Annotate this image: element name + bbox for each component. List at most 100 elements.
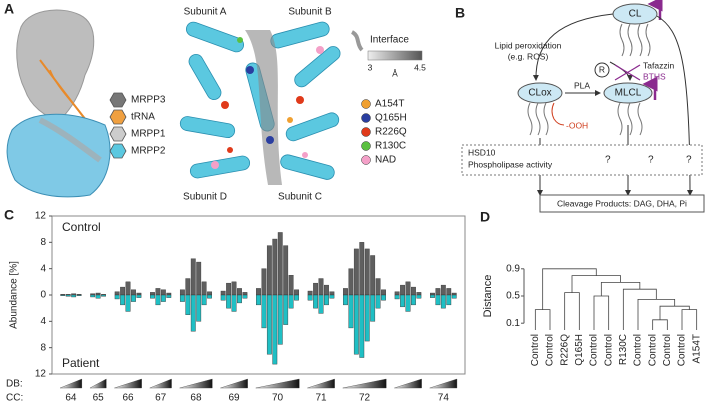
pathway-label: Lipid peroxidation [495, 40, 562, 50]
bar [150, 292, 155, 296]
db-wedge [149, 378, 172, 389]
bar [440, 294, 446, 309]
enzyme-label: Tafazzin [643, 60, 674, 70]
bar [370, 294, 376, 322]
panel-label: B [455, 5, 465, 21]
bar [353, 294, 359, 355]
dendrogram-link [652, 319, 668, 330]
leaf-label: Control [530, 334, 541, 366]
bar [101, 294, 106, 297]
bar [160, 289, 166, 296]
mutation-label: Q165H [375, 113, 407, 124]
y-tick-label: 0 [40, 290, 46, 301]
bar [256, 288, 261, 296]
mutation-label: R130C [375, 141, 406, 152]
x-tick-label: 67 [155, 393, 167, 404]
bar [288, 294, 294, 309]
series-label: Control [62, 220, 101, 234]
dendrogram-link [593, 295, 610, 330]
bar [95, 292, 101, 296]
bar [394, 291, 400, 296]
x-tick-label: 68 [190, 393, 202, 404]
mutation-label: R226Q [375, 127, 407, 138]
bar [237, 288, 242, 296]
bar [307, 290, 313, 296]
bar [324, 294, 329, 306]
bar [226, 282, 232, 296]
mutation-label: NAD [375, 155, 396, 166]
db-wedge [255, 378, 300, 389]
bar [381, 289, 386, 296]
bar [179, 289, 185, 296]
bar [394, 294, 400, 300]
bar [405, 281, 411, 296]
bar [359, 294, 365, 358]
bar [65, 294, 71, 297]
x-tick-label: 72 [359, 393, 371, 404]
leaf-label: Control [633, 334, 644, 366]
y-axis-label: Distance [482, 275, 494, 318]
bar [400, 284, 405, 296]
series-label: Patient [62, 356, 100, 370]
mutation-label: A154T [375, 99, 404, 110]
x-tick-label: 64 [65, 393, 77, 404]
x-tick-label: 66 [122, 393, 134, 404]
enzyme-label: PLA [574, 80, 590, 90]
products-label: Cleavage Products: DAG, DHA, Pi [557, 198, 687, 208]
bar [348, 294, 354, 329]
bar [411, 294, 416, 306]
bar [370, 255, 376, 296]
bar [294, 294, 299, 301]
bar [242, 292, 248, 296]
bar [190, 294, 196, 332]
bar [446, 294, 452, 306]
leaf-label: R130C [618, 334, 629, 365]
bar [261, 268, 267, 296]
panel-a-art [6, 9, 423, 198]
leaf-label: Control [647, 334, 658, 366]
db-wedge [394, 378, 422, 389]
bar [405, 294, 411, 312]
dendrogram-link [542, 268, 597, 310]
db-wedge [179, 378, 213, 389]
interface-title: Interface [370, 35, 409, 46]
disease-label: BTHS [643, 71, 666, 81]
y-tick-label: 12 [35, 369, 47, 380]
panel-label: C [4, 207, 14, 223]
bar [120, 286, 126, 296]
bar [220, 294, 226, 301]
bar [90, 294, 96, 298]
db-wedge [342, 378, 387, 389]
bar [430, 294, 435, 298]
bar [114, 294, 120, 300]
bar [131, 294, 136, 302]
dendrogram-link [659, 305, 690, 320]
legend-label: MRPP1 [131, 129, 166, 140]
legend-label: MRPP2 [131, 146, 166, 157]
subunit-label: Subunit A [184, 7, 227, 18]
leaf-label: Control [677, 334, 688, 366]
dendrogram-link [681, 309, 698, 330]
bar [364, 248, 370, 296]
bar [375, 278, 381, 296]
db-wedge [89, 378, 107, 389]
bar [294, 289, 299, 296]
bar [190, 258, 196, 296]
bar [125, 294, 131, 312]
bar [179, 294, 185, 302]
bar [416, 294, 422, 299]
dendrogram-link [534, 309, 551, 330]
dendrogram-link [571, 275, 621, 293]
bar [430, 292, 435, 296]
interface-unit: Å [392, 68, 398, 78]
x-tick-label: 65 [93, 393, 105, 404]
bar [266, 294, 272, 355]
legend-label: MRPP3 [131, 95, 166, 106]
bar [136, 292, 142, 296]
bar [196, 261, 202, 296]
bar [348, 268, 354, 296]
bar [185, 278, 191, 296]
bar [131, 289, 136, 296]
legend-label: tRNA [131, 112, 155, 123]
